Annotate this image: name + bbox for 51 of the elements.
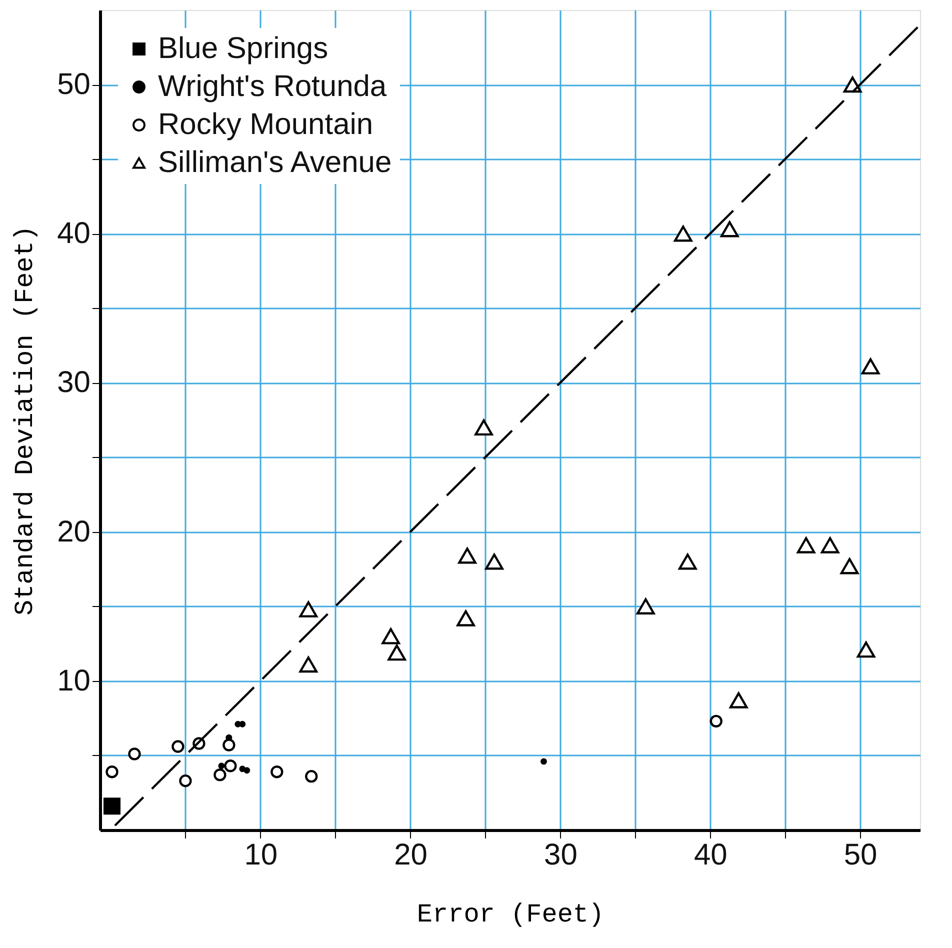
- point: [239, 720, 246, 728]
- legend-label: Blue Springs: [158, 32, 328, 65]
- point: [270, 766, 284, 778]
- point: [720, 221, 739, 238]
- x-tick-label: 10: [244, 838, 278, 872]
- point: [218, 762, 225, 770]
- legend-label: Rocky Mountain: [158, 108, 374, 141]
- legend-label: Wright's Rotunda: [158, 70, 387, 103]
- point: [179, 774, 192, 788]
- point: [856, 642, 876, 658]
- x-tick-label: 40: [694, 838, 728, 872]
- point: [540, 758, 547, 765]
- point: [214, 768, 226, 782]
- x-tick-label: 50: [844, 838, 878, 872]
- x-tick-label: 30: [544, 838, 578, 872]
- point: [224, 760, 237, 772]
- point: [474, 419, 493, 436]
- point: [305, 770, 318, 783]
- point: [729, 692, 748, 708]
- point: [239, 766, 246, 772]
- point: [796, 537, 816, 554]
- y-axis-title: Standard Deviation (Feet): [10, 225, 40, 616]
- y-tick-label: 50: [57, 68, 90, 102]
- point: [172, 740, 184, 753]
- point: [710, 714, 722, 728]
- point: [674, 226, 692, 242]
- point: [299, 601, 318, 618]
- point: [234, 720, 242, 728]
- point: [382, 628, 400, 644]
- x-axis-title: Error (Feet): [416, 900, 604, 930]
- point: [299, 656, 318, 673]
- point: [485, 554, 504, 570]
- legend-label: Silliman's Avenue: [158, 146, 392, 179]
- point: [388, 644, 406, 661]
- point: [820, 537, 840, 554]
- point: [106, 766, 118, 778]
- point: [244, 767, 250, 774]
- point: [103, 798, 121, 815]
- y-tick-label: 20: [57, 515, 90, 548]
- x-tick-label: 20: [394, 838, 428, 872]
- point: [678, 554, 697, 570]
- point: [222, 738, 236, 752]
- point: [636, 598, 655, 614]
- y-tick-label: 30: [57, 366, 90, 400]
- point: [458, 548, 476, 564]
- point: [456, 610, 475, 626]
- point: [861, 358, 880, 374]
- y-tick-label: 10: [57, 664, 90, 698]
- y-tick-label: 40: [57, 217, 90, 250]
- point: [840, 558, 859, 574]
- point: [128, 748, 141, 760]
